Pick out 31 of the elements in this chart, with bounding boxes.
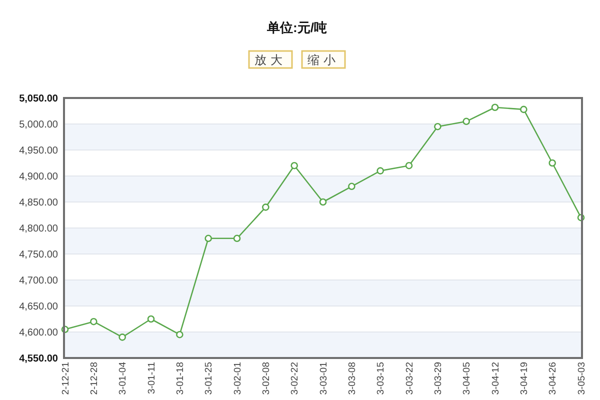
- xtick-label: 2-12-28: [89, 362, 100, 395]
- xtick-label: 3-04-19: [519, 362, 530, 395]
- xtick-label: 3-04-26: [548, 362, 559, 395]
- ytick-label: 5,000.00: [19, 120, 58, 130]
- ytick-label: 4,550.00: [19, 354, 58, 364]
- xtick-label: 2-12-21: [60, 362, 72, 395]
- ytick-label: 4,850.00: [19, 198, 58, 208]
- xtick-label: 3-03-01: [318, 362, 330, 395]
- ytick-label: 4,750.00: [19, 250, 58, 260]
- xtick-label: 3-03-29: [433, 362, 444, 395]
- ytick-label: 5,050.00: [19, 94, 58, 104]
- xtick-label: 3-04-12: [490, 362, 502, 395]
- xtick-label: 3-01-18: [175, 362, 186, 395]
- xtick-label: 3-03-15: [376, 362, 387, 395]
- ytick-label: 4,950.00: [19, 146, 58, 156]
- xtick-label: 3-01-11: [146, 362, 158, 394]
- ytick-label: 4,650.00: [19, 302, 58, 312]
- xtick-label: 3-04-05: [462, 362, 473, 395]
- xtick-label: 3-01-04: [118, 362, 129, 395]
- xtick-label: 3-02-01: [232, 362, 244, 395]
- ytick-label: 4,700.00: [19, 276, 58, 286]
- ytick-label: 4,800.00: [19, 224, 58, 234]
- ytick-label: 4,900.00: [19, 172, 58, 182]
- xtick-label: 3-02-22: [290, 362, 301, 395]
- ytick-label: 4,600.00: [19, 328, 58, 338]
- xtick-label: 3-03-22: [404, 362, 416, 395]
- xtick-label: 3-01-25: [204, 362, 215, 395]
- xtick-label: 3-02-08: [261, 362, 272, 395]
- xtick-label: 3-03-08: [347, 362, 358, 395]
- xtick-label: 3-05-03: [576, 362, 588, 395]
- title: 单位:元/吨: [267, 20, 327, 35]
